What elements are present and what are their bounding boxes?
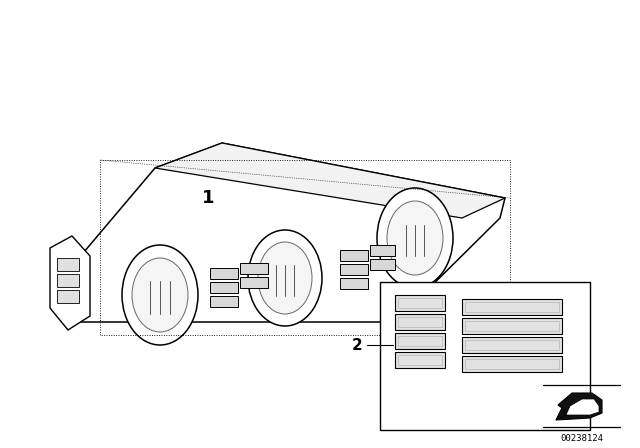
Bar <box>380 282 590 430</box>
Bar <box>398 298 442 308</box>
Bar <box>370 259 395 270</box>
Ellipse shape <box>387 201 443 275</box>
Bar <box>462 299 562 315</box>
Bar <box>340 278 368 289</box>
Bar <box>395 352 445 368</box>
Polygon shape <box>566 399 599 415</box>
Bar <box>210 296 238 307</box>
Ellipse shape <box>377 188 453 288</box>
Bar <box>240 277 268 288</box>
Bar <box>57 258 79 271</box>
Bar <box>210 282 238 293</box>
Ellipse shape <box>132 258 188 332</box>
Bar <box>210 268 238 279</box>
Bar <box>395 333 445 349</box>
Bar <box>462 337 562 353</box>
Bar <box>465 340 559 350</box>
Bar <box>462 318 562 334</box>
Polygon shape <box>556 393 602 420</box>
Bar <box>398 336 442 346</box>
Bar <box>240 263 268 274</box>
Bar <box>395 314 445 330</box>
Polygon shape <box>62 143 505 322</box>
Bar <box>340 250 368 261</box>
Bar <box>57 274 79 287</box>
Bar <box>465 321 559 331</box>
Text: 1: 1 <box>202 189 214 207</box>
Bar <box>465 359 559 369</box>
Ellipse shape <box>258 242 312 314</box>
Bar <box>395 295 445 311</box>
Bar <box>398 317 442 327</box>
Text: 00238124: 00238124 <box>561 434 604 443</box>
Polygon shape <box>155 143 505 218</box>
Bar <box>340 264 368 275</box>
Bar <box>370 245 395 256</box>
Polygon shape <box>556 408 566 420</box>
Ellipse shape <box>122 245 198 345</box>
Bar <box>57 290 79 303</box>
Bar <box>462 356 562 372</box>
Polygon shape <box>50 236 90 330</box>
Ellipse shape <box>248 230 322 326</box>
Text: 2: 2 <box>351 337 362 353</box>
Bar <box>465 302 559 312</box>
Bar <box>398 355 442 365</box>
